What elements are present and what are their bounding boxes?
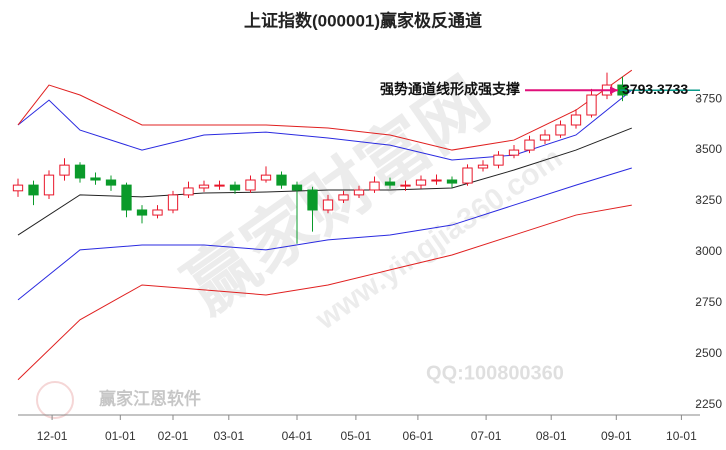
y-tick-label: 2500 [695, 346, 722, 360]
x-tick-label: 01-01 [105, 429, 136, 443]
y-tick-label: 2750 [695, 295, 722, 309]
candle-body [136, 209, 148, 216]
candle-body [353, 189, 365, 196]
x-tick-label: 06-01 [403, 429, 434, 443]
band-line [17, 69, 633, 151]
candle-body [43, 174, 55, 196]
x-tick-label: 08-01 [536, 429, 567, 443]
candle-body [229, 184, 241, 191]
x-tick-label: 02-01 [158, 429, 189, 443]
candle-body [59, 164, 70, 176]
candle-body [90, 177, 101, 181]
watermark: 赢家财富网 [171, 63, 502, 328]
candle-body [291, 184, 303, 191]
candle-body [322, 199, 334, 211]
candle-body [12, 184, 24, 192]
candle-body [152, 209, 163, 216]
candle-body [570, 114, 582, 126]
x-tick-label: 03-01 [213, 429, 244, 443]
band-line [17, 204, 632, 381]
candle-body [431, 179, 442, 182]
arrow-head [610, 86, 618, 95]
candle-body [586, 94, 597, 116]
annotation-text: 强势通道线形成强支撑 [380, 81, 520, 97]
chart-title: 上证指数(000001)赢家极反通道 [244, 10, 482, 30]
candle-body [183, 187, 194, 196]
band-line [17, 127, 632, 236]
x-tick-label: 09-01 [601, 429, 632, 443]
candle-body [105, 179, 117, 186]
candle-body [415, 179, 427, 186]
candle-body [307, 189, 318, 211]
y-tick-label: 2250 [695, 397, 722, 411]
candle-body [555, 124, 566, 136]
candle-body [167, 194, 179, 211]
candle-body [276, 174, 287, 186]
candle-body [446, 179, 458, 184]
candle-body [539, 134, 551, 141]
candle-body [28, 184, 39, 196]
x-tick-label: 10-01 [666, 429, 697, 443]
y-tick-label: 3000 [695, 244, 722, 258]
band-line [17, 89, 633, 161]
candle-body [245, 179, 256, 191]
y-tick-label: 3500 [695, 142, 722, 156]
x-tick-label: 12-01 [37, 429, 68, 443]
candle-body [400, 184, 411, 187]
candle-body [260, 174, 272, 181]
candle-body [121, 184, 132, 211]
candle-body [214, 184, 225, 187]
candle-body [477, 164, 489, 169]
candle-body [338, 194, 349, 201]
annotation-value: 3793.3733 [622, 81, 688, 97]
watermark: 赢家江恩软件 [99, 388, 201, 408]
candle-body [524, 139, 535, 151]
candle-body [369, 181, 380, 191]
x-tick-label: 07-01 [471, 429, 502, 443]
candle-body [462, 167, 473, 184]
watermark: QQ:100800360 [426, 362, 564, 384]
logo [36, 381, 74, 419]
candle-body [384, 181, 396, 186]
candle-body [74, 164, 86, 179]
band-line [17, 167, 632, 301]
x-tick-label: 04-01 [282, 429, 313, 443]
candle-body [198, 184, 210, 189]
candle-body [508, 149, 520, 156]
x-tick-label: 05-01 [341, 429, 372, 443]
y-tick-label: 3250 [695, 193, 722, 207]
y-tick-label: 3750 [695, 91, 722, 105]
candle-body [493, 154, 504, 166]
